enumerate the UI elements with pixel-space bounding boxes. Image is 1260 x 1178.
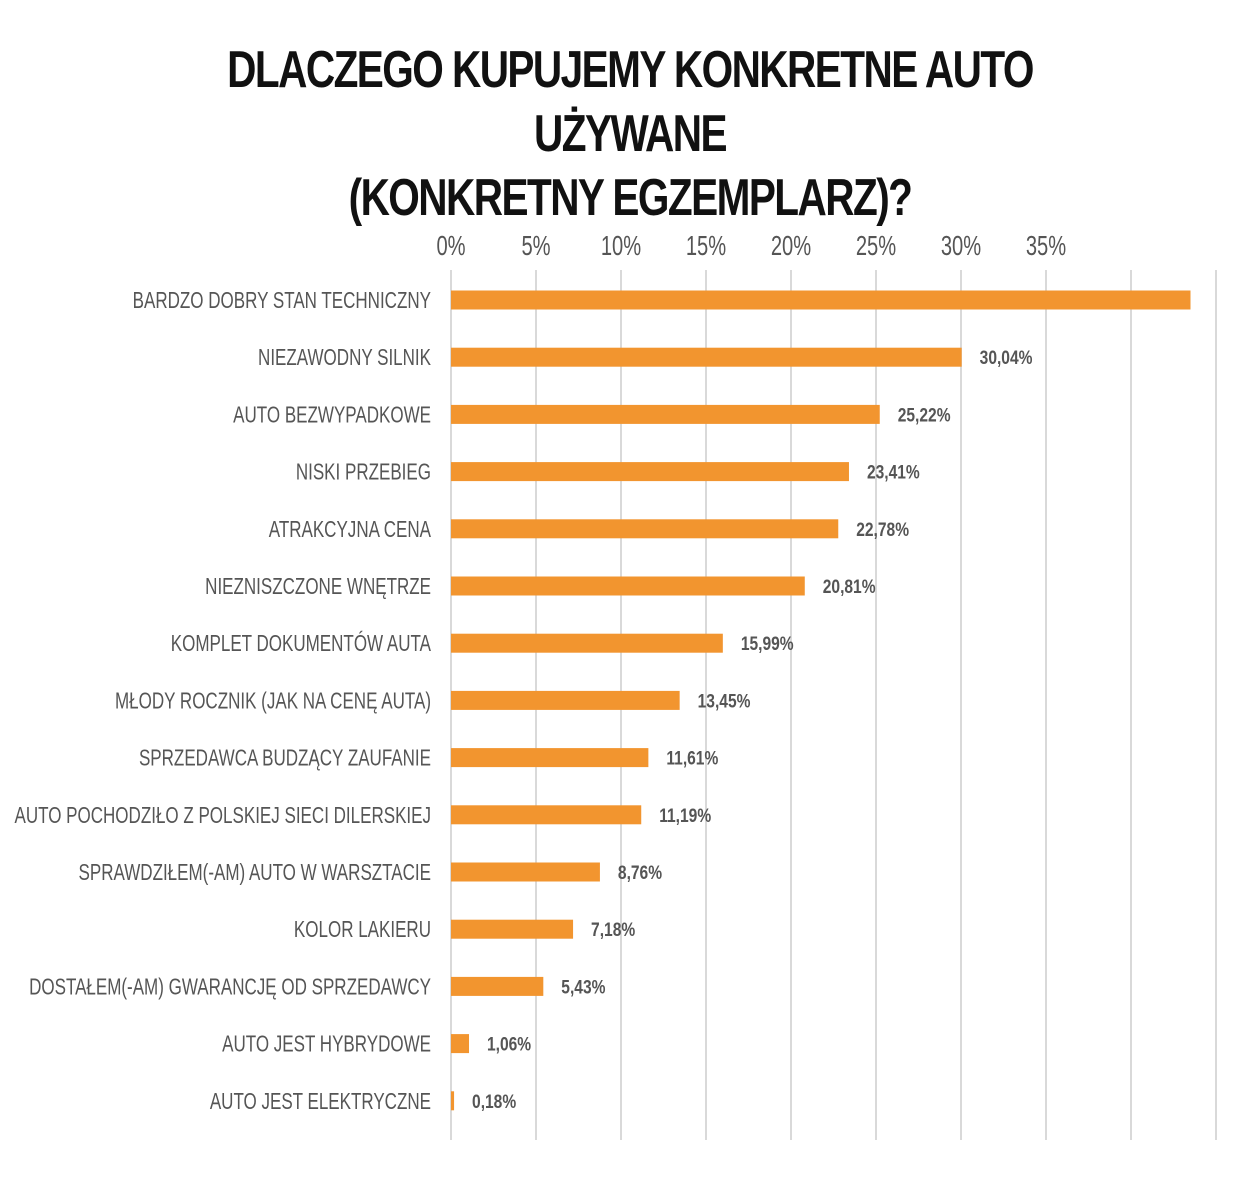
value-label: 1,06% xyxy=(487,1033,531,1055)
x-tick-label: 5% xyxy=(521,231,550,262)
bar xyxy=(451,404,880,424)
category-label: ATRAKCYJNA CENA xyxy=(269,517,432,542)
value-label: 13,45% xyxy=(698,690,751,712)
bar xyxy=(451,290,1191,310)
x-tick-label: 30% xyxy=(941,231,981,262)
x-tick-label: 10% xyxy=(601,231,641,262)
x-tick-label: 25% xyxy=(856,231,896,262)
category-label: KOMPLET DOKUMENTÓW AUTA xyxy=(171,631,432,657)
category-label: DOSTAŁEM(-AM) GWARANCJĘ OD SPRZEDAWCY xyxy=(29,975,431,1000)
bar xyxy=(451,862,600,882)
value-label: 23,41% xyxy=(867,461,920,483)
value-label: 25,22% xyxy=(898,404,951,426)
category-label: NIEZNISZCZONE WNĘTRZE xyxy=(205,575,431,600)
x-axis-ticks: 0% 5% 10% 15% 20% 25% 30% 35% xyxy=(436,231,1066,262)
bar xyxy=(451,519,839,539)
value-label: 8,76% xyxy=(618,862,662,884)
bar xyxy=(451,805,642,825)
chart-title: DLACZEGO KUPUJEMY KONKRETNE AUTO UŻYWANE… xyxy=(139,38,1122,230)
bar xyxy=(451,347,962,367)
value-label: 20,81% xyxy=(823,576,876,598)
value-label: 5,43% xyxy=(561,976,605,998)
category-label: BARDZO DOBRY STAN TECHNICZNY xyxy=(133,289,432,314)
bar xyxy=(451,462,849,482)
category-label: NIEZAWODNY SILNIK xyxy=(258,346,431,371)
value-label: 22,78% xyxy=(856,518,909,540)
category-label: MŁODY ROCZNIK (JAK NA CENĘ AUTA) xyxy=(115,689,431,714)
chart-title-line-1: DLACZEGO KUPUJEMY KONKRETNE AUTO UŻYWANE xyxy=(227,41,1034,163)
x-tick-label: 0% xyxy=(436,231,465,262)
x-tick-label: 35% xyxy=(1026,231,1066,262)
bar xyxy=(451,1034,470,1054)
value-label: 15,99% xyxy=(741,633,794,655)
category-label: AUTO BEZWYPADKOWE xyxy=(233,403,431,428)
category-label: AUTO JEST HYBRYDOWE xyxy=(222,1032,431,1057)
bar xyxy=(451,633,723,653)
chart-title-line-2: (KONKRETNY EGZEMPLARZ)? xyxy=(348,169,913,227)
value-labels: 30,04% 25,22% 23,41% 22,78% 20,81% 15,99% 13,4… xyxy=(472,347,1032,1112)
category-labels: BARDZO DOBRY STAN TECHNICZNY NIEZAWODNY S… xyxy=(14,289,431,1115)
value-label: 7,18% xyxy=(591,919,635,941)
bars xyxy=(451,290,1191,1111)
category-label: AUTO POCHODZIŁO Z POLSKIEJ SIECI DILERSK… xyxy=(14,803,431,828)
bar xyxy=(451,1091,455,1111)
bar xyxy=(451,576,805,596)
category-label: AUTO JEST ELEKTRYCZNE xyxy=(210,1089,431,1114)
value-label: 11,19% xyxy=(659,804,711,826)
x-tick-label: 15% xyxy=(686,231,726,262)
bar xyxy=(451,748,649,768)
category-label: KOLOR LAKIERU xyxy=(294,918,431,943)
x-tick-label: 20% xyxy=(771,231,811,262)
value-label: 0,18% xyxy=(472,1090,516,1112)
bar xyxy=(451,690,680,710)
value-label: 11,61% xyxy=(666,747,718,769)
bar xyxy=(451,919,574,939)
value-label: 30,04% xyxy=(980,347,1033,369)
category-label: SPRZEDAWCA BUDZĄCY ZAUFANIE xyxy=(139,746,431,771)
category-label: NISKI PRZEBIEG xyxy=(296,460,431,485)
category-label: SPRAWDZIŁEM(-AM) AUTO W WARSZTACIE xyxy=(79,861,431,886)
bar xyxy=(451,976,544,996)
